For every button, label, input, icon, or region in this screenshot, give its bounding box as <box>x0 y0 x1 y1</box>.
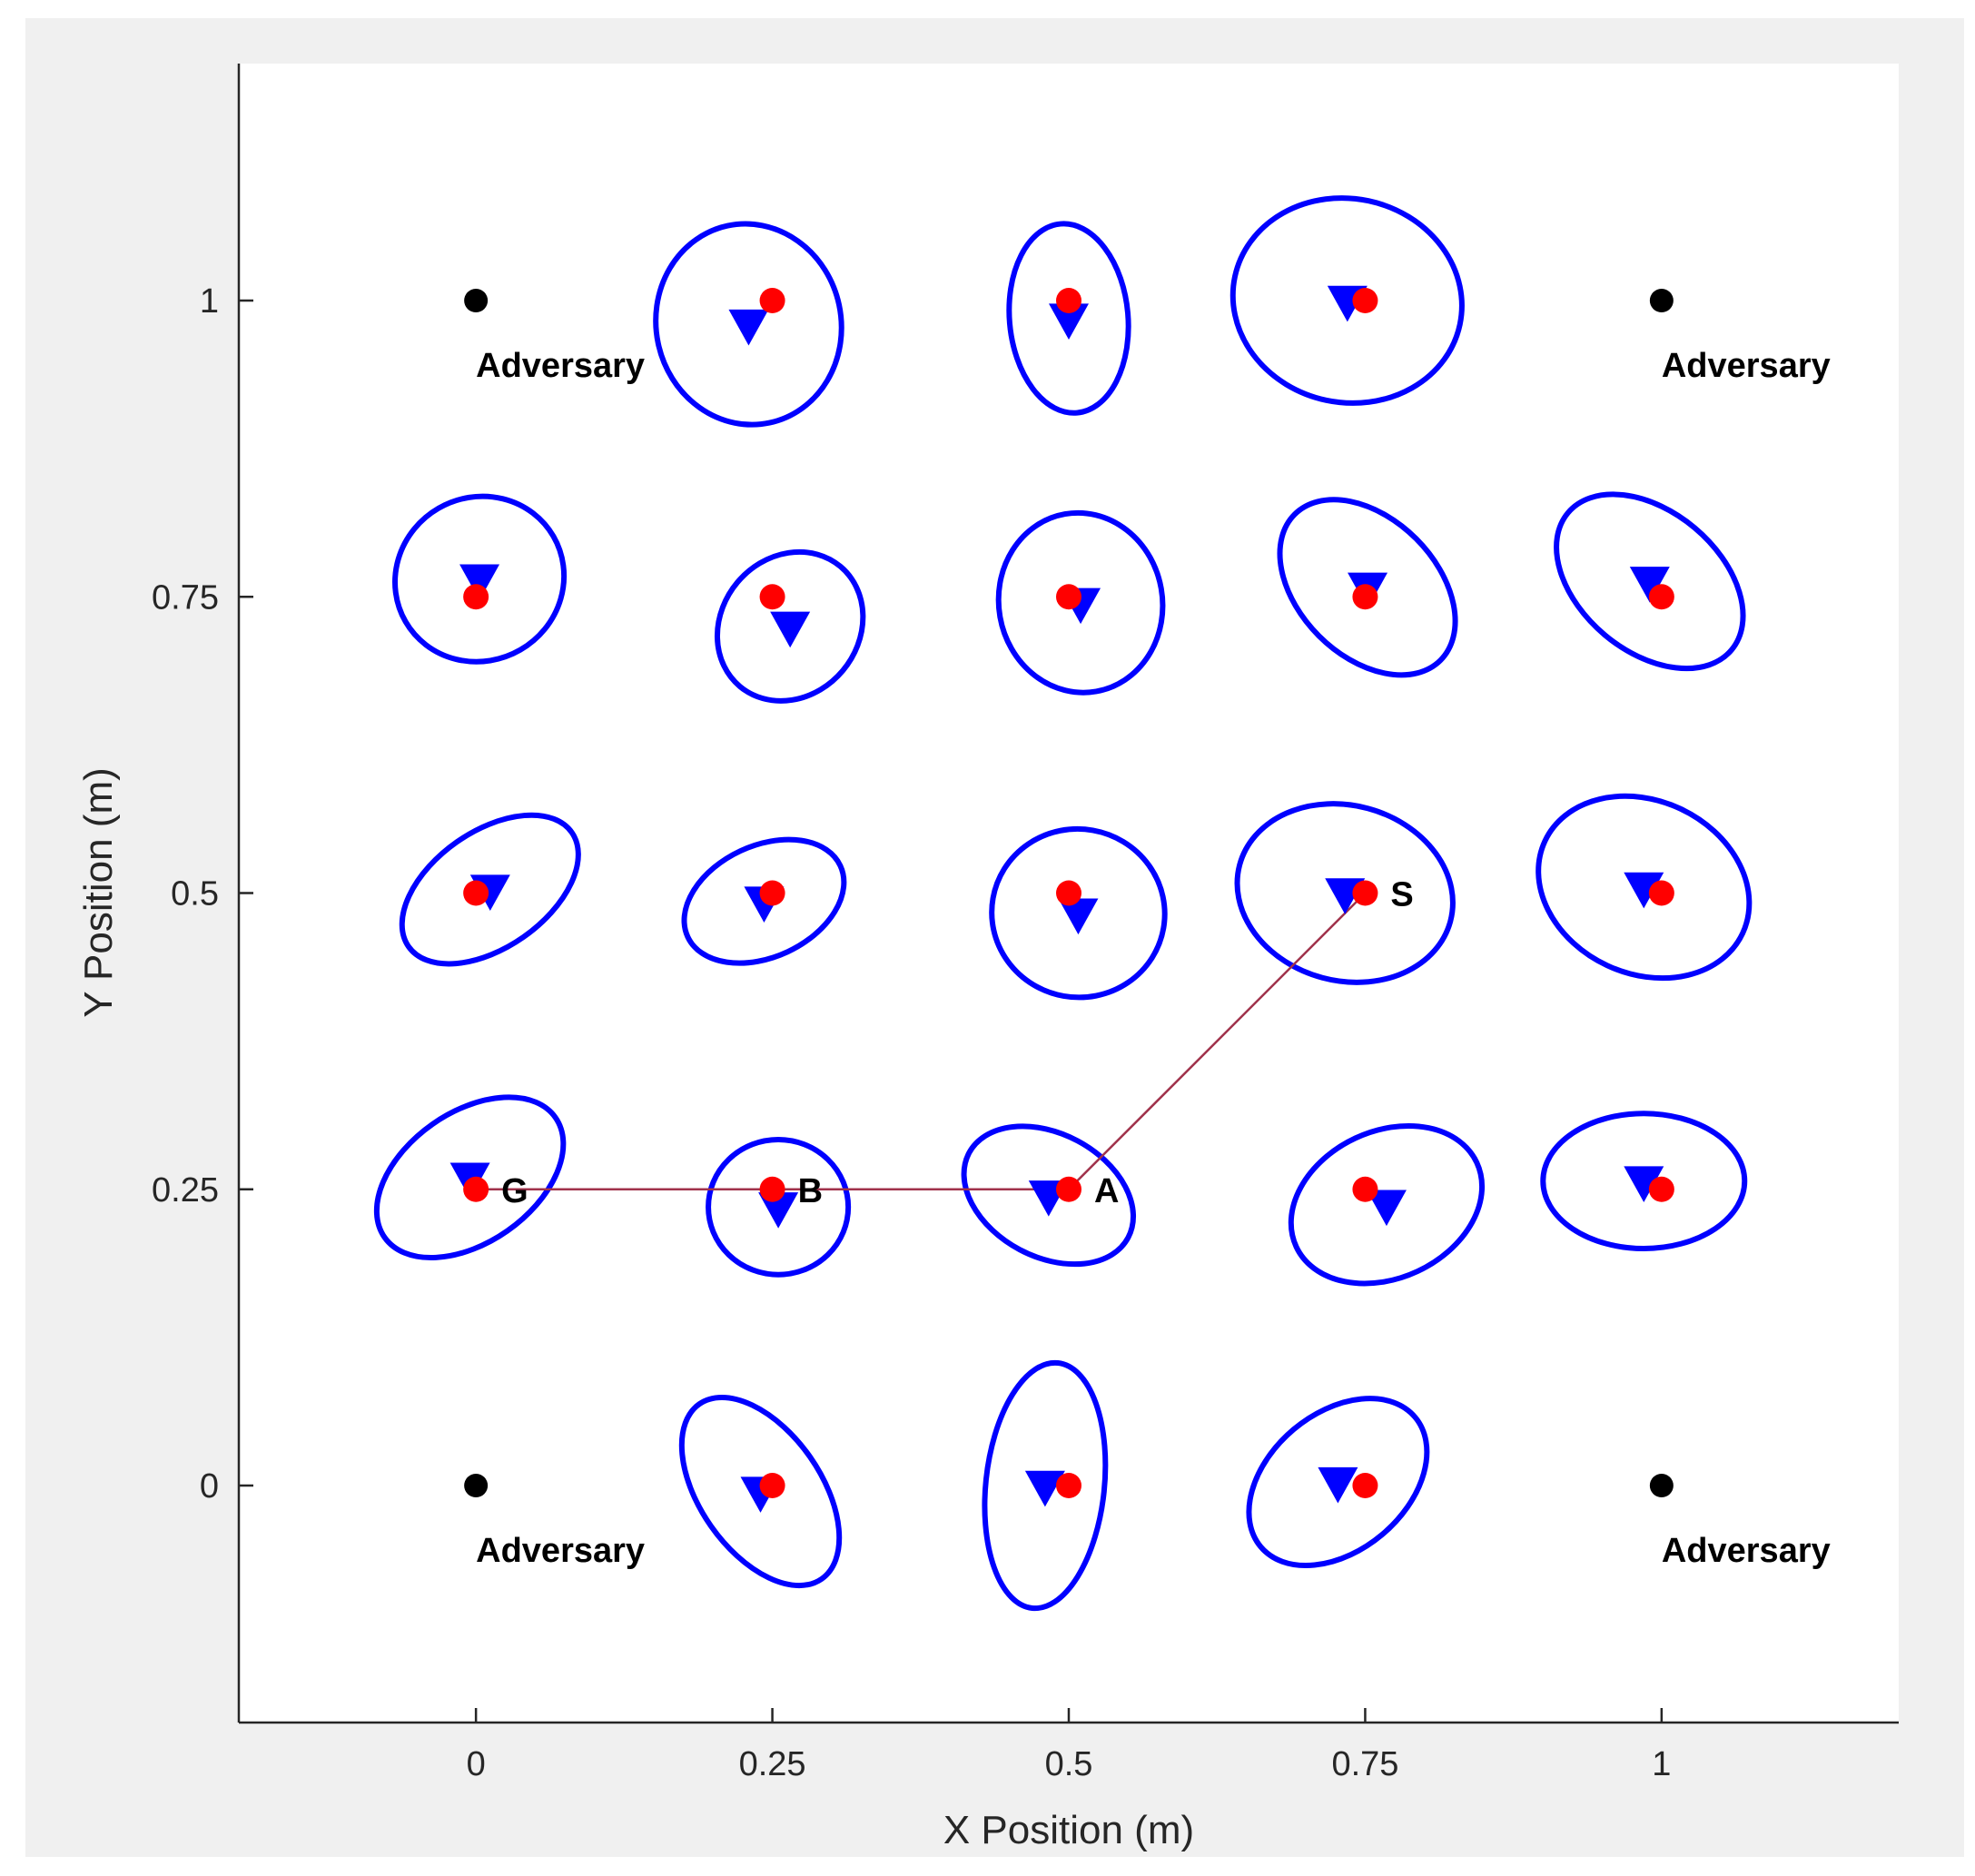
true-position-marker <box>1352 1176 1378 1202</box>
true-position-marker <box>1352 288 1378 313</box>
uncertainty-ellipse <box>1554 491 1746 672</box>
y-tick-label: 1 <box>200 282 219 321</box>
x-tick-label: 0 <box>467 1745 486 1783</box>
figure-background: Adversary Adversary Adversary Adversary S A B G… <box>25 18 1964 1857</box>
path-point-label: G <box>501 1172 528 1210</box>
true-position-marker <box>1648 880 1674 906</box>
true-position-marker <box>1648 584 1674 610</box>
path-point-label: A <box>1094 1172 1119 1210</box>
true-position-marker <box>759 1176 785 1202</box>
y-tick-label: 0.75 <box>152 578 219 617</box>
uncertainty-ellipse <box>714 548 866 704</box>
uncertainty-ellipse <box>1246 1396 1430 1569</box>
true-position-marker <box>759 1473 785 1498</box>
true-position-marker <box>1056 880 1081 906</box>
estimate-marker <box>1624 872 1664 909</box>
ellipse-scatter-chart: Adversary Adversary Adversary Adversary S A B G… <box>76 64 1899 1852</box>
estimate-marker <box>1049 303 1089 340</box>
estimate-marker <box>728 309 769 346</box>
true-position-marker <box>1056 1176 1081 1202</box>
uncertainty-ellipse <box>982 1359 1109 1612</box>
true-position-marker <box>463 1176 489 1202</box>
x-tick-label: 0.5 <box>1045 1745 1093 1783</box>
uncertainty-ellipse <box>995 509 1166 696</box>
uncertainty-ellipse <box>399 812 581 967</box>
uncertainty-ellipse <box>1234 801 1456 985</box>
true-position-marker <box>463 880 489 906</box>
true-position-marker <box>1056 288 1081 313</box>
x-tick-label: 0.75 <box>1331 1745 1398 1783</box>
adversary-label: Adversary <box>476 1532 645 1570</box>
uncertainty-ellipse <box>706 1136 852 1278</box>
true-position-marker <box>1056 584 1081 610</box>
uncertainty-ellipse <box>1536 793 1753 982</box>
uncertainty-ellipse <box>1006 221 1131 416</box>
path-layer <box>476 892 1367 1190</box>
axis-ticks: 0 0.25 0.5 0.75 1 0 0.25 0.5 0.75 1 <box>152 282 1671 1783</box>
estimate-marker <box>770 611 811 648</box>
estimate-marker <box>1024 1470 1065 1507</box>
true-position-marker <box>759 880 785 906</box>
true-position-marker <box>759 288 785 313</box>
y-tick-label: 0 <box>200 1467 219 1506</box>
estimate-marker <box>758 1192 799 1229</box>
true-position-marker <box>1352 880 1378 906</box>
uncertainty-ellipse <box>961 1123 1137 1268</box>
uncertainty-ellipse <box>1540 1111 1748 1251</box>
uncertainty-ellipse <box>1277 497 1458 678</box>
adversary-label: Adversary <box>1662 347 1831 385</box>
y-tick-label: 0.5 <box>171 875 219 913</box>
true-position-marker <box>1648 1176 1674 1202</box>
x-tick-label: 1 <box>1652 1745 1671 1783</box>
y-axis-label: Y Position (m) <box>76 767 121 1018</box>
x-axis-label: X Position (m) <box>943 1808 1194 1852</box>
uncertainty-ellipse <box>392 493 568 665</box>
true-position-marker <box>1352 1473 1378 1498</box>
x-tick-label: 0.25 <box>739 1745 806 1783</box>
uncertainty-ellipse <box>373 1094 567 1261</box>
uncertainty-ellipses <box>373 195 1753 1612</box>
annotation-layer: Adversary Adversary Adversary Adversary S A B G <box>476 347 1831 1570</box>
uncertainty-ellipse <box>681 836 847 966</box>
uncertainty-ellipse <box>653 221 844 428</box>
true-position-marker <box>759 584 785 610</box>
true-position-marker <box>1352 584 1378 610</box>
y-tick-label: 0.25 <box>152 1171 219 1210</box>
uncertainty-ellipse <box>1288 1122 1486 1287</box>
estimate-marker <box>1624 1166 1664 1203</box>
path-point-label: S <box>1390 876 1413 914</box>
adversary-marker <box>464 1474 489 1497</box>
estimate-marker <box>1318 1466 1358 1504</box>
uncertainty-ellipse <box>1229 195 1465 406</box>
estimate-marker <box>1629 567 1670 603</box>
adversary-marker <box>1649 1474 1674 1497</box>
marker-layer <box>449 285 1674 1513</box>
adversary-label: Adversary <box>1662 1532 1831 1570</box>
estimate-marker <box>1058 898 1099 935</box>
path-line <box>476 892 1367 1190</box>
estimate-marker <box>459 564 500 601</box>
uncertainty-ellipse <box>989 825 1168 1001</box>
path-point-label: B <box>798 1172 823 1210</box>
uncertainty-ellipse <box>678 1394 843 1589</box>
true-position-marker <box>1056 1473 1081 1498</box>
adversary-marker <box>464 289 489 312</box>
true-position-marker <box>463 584 489 610</box>
adversary-marker <box>1649 289 1674 312</box>
adversary-label: Adversary <box>476 347 645 385</box>
estimate-marker <box>1366 1190 1407 1227</box>
